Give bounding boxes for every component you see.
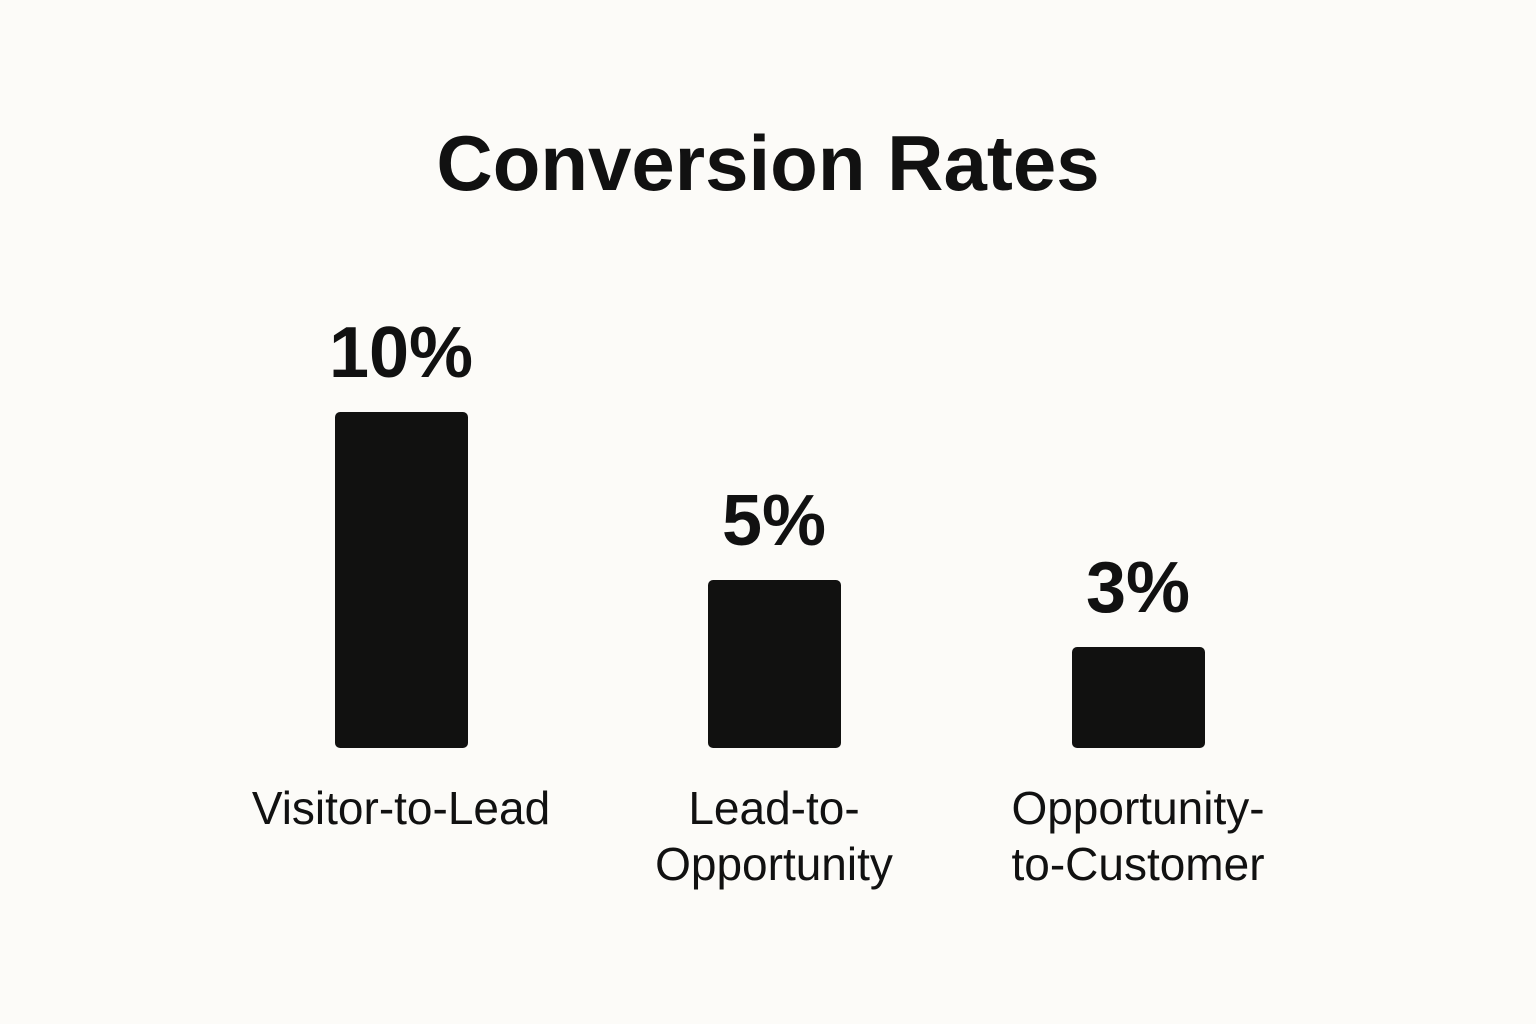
category-label: Lead-to-Opportunity xyxy=(655,782,893,890)
value-label: 3% xyxy=(1085,548,1191,629)
value-label: 5% xyxy=(721,481,827,561)
bar xyxy=(707,580,841,748)
category-label: Opportunity-to-Customer xyxy=(1011,782,1265,890)
value-label: 10% xyxy=(328,313,474,393)
chart-title: Conversion Rates xyxy=(436,119,1100,207)
bar xyxy=(334,412,468,748)
bar xyxy=(1071,647,1205,748)
category-label: Visitor-to-Lead xyxy=(251,782,551,834)
